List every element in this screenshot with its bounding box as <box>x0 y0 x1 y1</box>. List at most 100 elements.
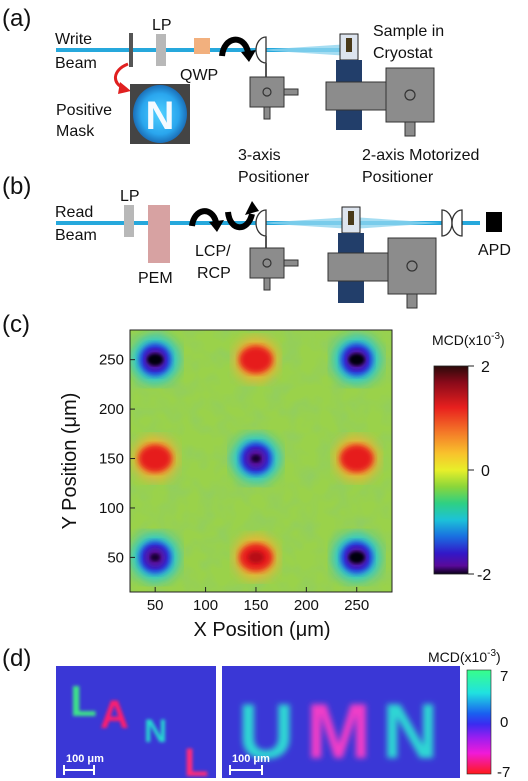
feature-center <box>250 454 261 463</box>
colorbar-c-title-exp: -3 <box>491 331 500 342</box>
focused-beam-cone <box>258 44 350 56</box>
heatmap-feature-negative <box>131 335 180 384</box>
positive-mask-label-1: Positive <box>56 102 112 119</box>
read-beam-label-1: Read <box>55 204 93 221</box>
image-umn-background <box>222 666 460 778</box>
letter-n-large: N <box>382 687 438 775</box>
scalebar-right-label: 100 μm <box>232 753 270 765</box>
three-axis-positioner-b <box>249 236 299 291</box>
curved-red-arrow-icon <box>114 62 131 94</box>
pem-label: PEM <box>138 270 173 287</box>
positive-mask-image: N <box>130 84 190 144</box>
colorbar-c-title: MCD(x10-3) <box>432 331 505 348</box>
feature-ring <box>238 345 273 374</box>
letter-l-1: L <box>70 677 97 726</box>
collecting-lens-icon <box>451 209 463 237</box>
apd-label: APD <box>478 242 511 259</box>
colorbar-d-tick-max: 7 <box>500 668 508 685</box>
x-axis-label: X Position (μm) <box>193 619 330 641</box>
panel-a-label: (a) <box>2 5 31 32</box>
avalanche-photodiode <box>486 212 502 232</box>
colorbar-c-tick-max: 2 <box>481 359 490 376</box>
letter-u: U <box>238 687 294 775</box>
x-axis-ticks: 50 100 150 200 250 <box>147 587 369 614</box>
colorbar-c-title-main: MCD(x10 <box>432 332 491 348</box>
colorbar-d-tick-zero: 0 <box>500 714 508 731</box>
write-beam-label-2: Beam <box>55 55 97 72</box>
read-beam-cone-out <box>352 217 440 229</box>
feature-core <box>247 551 264 564</box>
collimating-lens-icon <box>441 209 453 237</box>
sample-label-2: Cryostat <box>373 45 433 62</box>
feature-ring <box>138 444 173 473</box>
write-beam-label-1: Write <box>55 31 92 48</box>
focusing-lens-icon <box>255 36 267 64</box>
letter-m: M <box>306 687 371 775</box>
colorbar-c <box>433 365 469 575</box>
panel-b-label: (b) <box>2 173 31 200</box>
image-lanl-background <box>56 666 216 778</box>
panel-d: (d) L A N L 100 μm U M N 100 μm <box>2 645 510 781</box>
heatmap-plot-area: 50 100 150 200 250 50 100 150 200 250 <box>99 329 393 614</box>
colorbar-c-tick-zero: 0 <box>481 463 490 480</box>
quarter-wave-plate <box>194 38 210 54</box>
x-tick-label: 50 <box>147 597 164 614</box>
two-axis-label-2: Positioner <box>362 169 434 186</box>
colorbar-d <box>466 669 492 775</box>
lcp-label: LCP/ <box>195 243 231 260</box>
feature-center <box>147 353 164 366</box>
mask-plate <box>129 33 133 67</box>
heatmap-feature-positive <box>233 337 278 382</box>
letter-l-2: L <box>184 741 208 781</box>
rotation-arrow-cw-icon <box>189 208 224 232</box>
y-tick-label: 250 <box>99 352 124 369</box>
panel-a: (a) Write Beam LP QWP N Positive Mask <box>2 5 479 186</box>
x-tick-label: 200 <box>294 597 319 614</box>
heatmap-feature-positive <box>233 535 278 580</box>
heatmap-feature-positive <box>334 436 379 481</box>
cryostat-a <box>325 33 435 137</box>
colorbar-c-title-close: ) <box>500 332 505 348</box>
sample-label-1: Sample in <box>373 23 444 40</box>
lp-label: LP <box>152 17 172 34</box>
heatmap-frame <box>129 329 393 593</box>
scalebar-left-label: 100 μm <box>66 753 104 765</box>
y-tick-label: 50 <box>107 549 124 566</box>
qwp-label: QWP <box>180 67 218 84</box>
colorbar-c-tick-min: -2 <box>477 567 491 584</box>
colorbar-d-title-exp: -3 <box>487 648 496 659</box>
y-tick-label: 200 <box>99 401 124 418</box>
panel-d-label: (d) <box>2 645 31 672</box>
y-tick-label: 150 <box>99 451 124 468</box>
read-beam-label-2: Beam <box>55 227 97 244</box>
heatmap-feature-negative <box>332 533 381 582</box>
focusing-lens-b-icon <box>255 209 267 237</box>
y-tick-label: 100 <box>99 500 124 517</box>
panel-c-label: (c) <box>2 311 30 338</box>
rotation-arrow-ccw-icon <box>225 201 259 231</box>
rcp-label: RCP <box>197 265 231 282</box>
two-axis-label-1: 2-axis Motorized <box>362 147 479 164</box>
panel-c: (c) 50 100 150 200 250 50 100 150 200 250 X Posi… <box>2 311 505 641</box>
colorbar-d-title-close: ) <box>496 649 501 665</box>
linear-polarizer <box>156 34 166 66</box>
read-beam-cone-in <box>258 217 352 229</box>
three-axis-positioner-a <box>249 63 299 120</box>
positive-mask-label-2: Mask <box>56 123 95 140</box>
y-axis-label: Y Position (μm) <box>59 393 81 530</box>
colorbar-d-tick-min: -7 <box>497 764 510 781</box>
linear-polarizer-b <box>124 205 134 237</box>
feature-center <box>348 353 365 366</box>
x-tick-label: 250 <box>344 597 369 614</box>
photoelastic-modulator <box>148 205 170 263</box>
lp-label-b: LP <box>120 188 140 205</box>
y-axis-ticks: 50 100 150 200 250 <box>99 352 135 566</box>
colorbar-d-title-main: MCD(x10 <box>428 649 487 665</box>
feature-ring <box>339 444 374 473</box>
heatmap-feature-negative <box>332 335 381 384</box>
x-tick-label: 100 <box>193 597 218 614</box>
x-tick-label: 150 <box>243 597 268 614</box>
image-lanl: L A N L 100 μm <box>56 666 216 781</box>
letter-n-small: N <box>144 713 167 749</box>
